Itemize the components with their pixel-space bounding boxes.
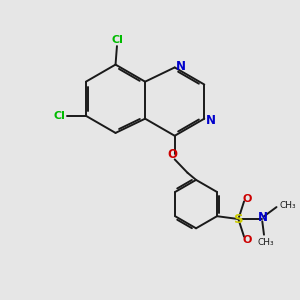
Text: CH₃: CH₃ (280, 201, 297, 210)
Text: N: N (176, 59, 186, 73)
Text: O: O (242, 235, 252, 244)
Text: Cl: Cl (111, 35, 123, 45)
Text: Cl: Cl (53, 111, 65, 121)
Text: O: O (242, 194, 252, 203)
Text: N: N (258, 211, 268, 224)
Text: O: O (167, 148, 177, 161)
Text: S: S (234, 213, 244, 226)
Text: CH₃: CH₃ (257, 238, 274, 247)
Text: N: N (206, 114, 216, 127)
